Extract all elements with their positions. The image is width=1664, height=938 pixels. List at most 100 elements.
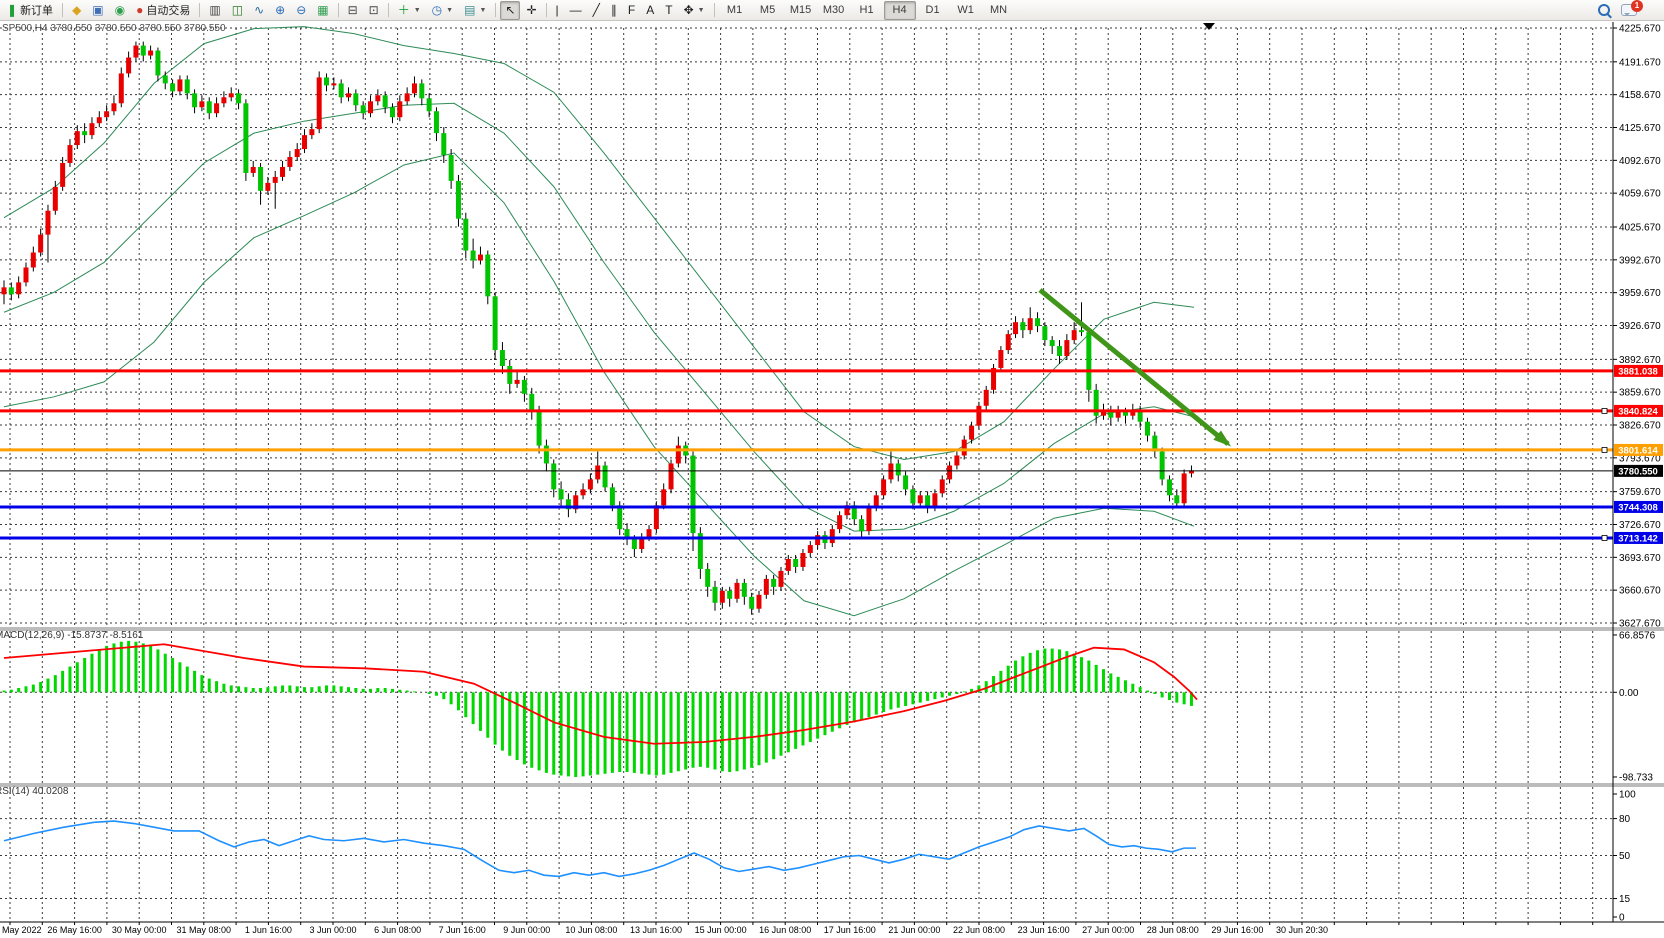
price-tags: 3881.038 3840.824 3801.614 3780.550 3744.308…	[1614, 364, 1663, 544]
signal-icon[interactable]: ◉	[110, 1, 130, 20]
terminal-icon: ▣	[92, 3, 104, 17]
candle	[1013, 322, 1019, 335]
candle	[521, 379, 527, 394]
timeframe-m1[interactable]: M1	[719, 1, 751, 20]
template-button[interactable]: ▤ ▼	[459, 1, 491, 20]
signal-icon: ◉	[114, 3, 126, 17]
zoom-in-icon[interactable]: ⊕	[270, 1, 290, 20]
label-icon[interactable]: T	[660, 1, 677, 20]
autotrade-button[interactable]: ● 自动交易	[131, 1, 195, 20]
candle	[1020, 322, 1026, 331]
candle	[397, 101, 403, 118]
arrows-icon[interactable]: ✥ ▼	[679, 1, 710, 20]
candle	[60, 162, 66, 187]
candlestick-chart-icon[interactable]: ◫	[227, 1, 248, 20]
candle	[441, 133, 447, 156]
zoom-out-icon[interactable]: ⊖	[291, 1, 311, 20]
cursor-icon[interactable]: ↖	[500, 0, 521, 20]
channel-icon[interactable]: ∥	[606, 1, 622, 20]
candle	[1130, 409, 1136, 416]
macd-signal-line	[3, 643, 1198, 745]
candle	[661, 489, 667, 506]
time-label: 30 Jun 20:30	[1276, 925, 1328, 935]
candle	[455, 180, 461, 219]
chart-shift-marker[interactable]	[1203, 23, 1215, 30]
channel-icon: ∥	[610, 3, 617, 17]
candle	[433, 111, 439, 134]
candle	[463, 218, 469, 251]
data-window-icon[interactable]: ⊡	[364, 1, 384, 20]
candle	[617, 505, 623, 530]
crosshair-icon[interactable]: ✛	[521, 1, 541, 20]
charts-icon[interactable]: ◆	[67, 1, 86, 20]
candle	[697, 533, 703, 569]
period-button[interactable]: ◷ ▼	[427, 1, 458, 20]
time-label: 23 Jun 16:00	[1018, 925, 1070, 935]
candle	[888, 463, 894, 480]
candle	[771, 578, 777, 587]
trendline-icon[interactable]: ╱	[588, 1, 605, 20]
svg-text:3693.670: 3693.670	[1619, 553, 1661, 564]
candle	[785, 558, 791, 571]
timeframe-mn[interactable]: MN	[983, 1, 1015, 20]
candle	[8, 287, 14, 295]
add-indicator-button[interactable]: ＋ ▼	[393, 1, 426, 20]
line-handle[interactable]	[1601, 447, 1608, 453]
zoom-out-icon: ⊖	[296, 3, 307, 17]
candle	[983, 389, 989, 406]
candle	[140, 45, 146, 56]
svg-text:3826.670: 3826.670	[1619, 420, 1661, 431]
candle	[558, 489, 564, 500]
vertical-line-icon[interactable]: |	[551, 1, 564, 20]
candle	[602, 465, 608, 488]
candle	[52, 186, 58, 211]
search-icon[interactable]	[1593, 1, 1615, 20]
timeframe-m5[interactable]: M5	[752, 1, 784, 20]
candle	[287, 157, 293, 167]
svg-text:3759.670: 3759.670	[1619, 487, 1661, 498]
new-order-button[interactable]: ❚ 新订单	[2, 1, 58, 20]
svg-text:66.8576: 66.8576	[1619, 630, 1656, 641]
terminal-icon[interactable]: ▣	[87, 1, 108, 20]
candle	[756, 594, 762, 609]
profiles-icon[interactable]: ⊟	[343, 1, 363, 20]
candle	[947, 465, 953, 480]
horizontal-line-icon[interactable]: —	[565, 1, 587, 20]
candle	[89, 123, 95, 136]
svg-text:-98.733: -98.733	[1619, 772, 1653, 783]
candle	[998, 350, 1004, 368]
label-icon: T	[665, 3, 673, 17]
candle	[1005, 334, 1011, 351]
candle	[712, 586, 718, 603]
candle	[646, 529, 652, 538]
svg-text:3793.670: 3793.670	[1619, 453, 1661, 464]
fibonacci-icon[interactable]: F	[623, 1, 640, 20]
candle	[668, 463, 674, 490]
candle	[741, 582, 747, 597]
candle	[807, 545, 813, 554]
bollinger-lower	[3, 152, 1195, 617]
timeframe-m5-label: M5	[759, 4, 776, 16]
new-order-button: ❚	[7, 3, 18, 17]
bar-chart-icon[interactable]: ▥	[204, 1, 225, 20]
tile-windows-icon[interactable]: ▦	[312, 1, 333, 20]
horizontal-line-icon: —	[569, 3, 582, 17]
sep-5	[495, 3, 497, 17]
trend-arrow[interactable]	[1038, 288, 1232, 447]
line-handle[interactable]	[1601, 408, 1608, 414]
text-icon[interactable]: A	[641, 1, 659, 20]
candle	[331, 83, 337, 86]
candle	[243, 103, 249, 173]
timeframe-w1[interactable]: W1	[950, 1, 982, 20]
timeframe-m30[interactable]: M30	[818, 1, 850, 20]
timeframe-h1[interactable]: H1	[851, 1, 883, 20]
timeframe-d1[interactable]: D1	[917, 1, 949, 20]
chat-button[interactable]: 1	[1616, 0, 1643, 20]
chevron-down-icon: ▼	[446, 6, 454, 14]
timeframe-h4[interactable]: H4	[883, 0, 916, 20]
line-chart-icon[interactable]: ∿	[249, 1, 269, 20]
candle	[382, 95, 388, 108]
timeframe-m15[interactable]: M15	[785, 1, 817, 20]
line-handle[interactable]	[1601, 535, 1608, 541]
